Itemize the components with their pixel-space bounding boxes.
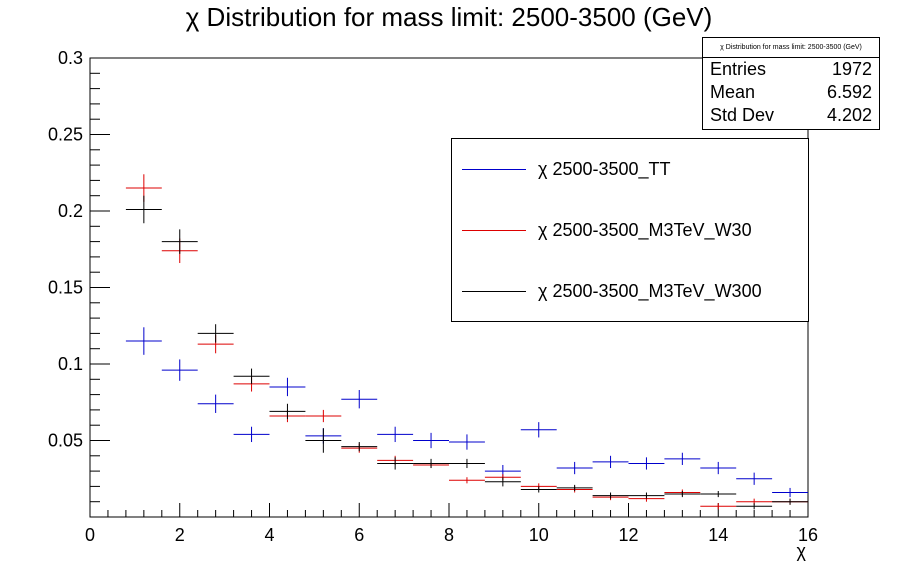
x-tick-label: 8 [444,525,454,545]
data-point [305,409,342,423]
data-point [592,455,629,469]
stats-row-stddev: Std Dev 4.202 [703,104,879,127]
x-tick-label: 4 [264,525,274,545]
legend: χ 2500-3500_TT χ 2500-3500_M3TeV_W30 χ 2… [451,138,809,322]
data-point [664,490,701,498]
data-marks [125,174,808,510]
data-point [197,394,234,413]
data-point [161,359,198,381]
data-point [305,428,342,453]
axes: 0 2 4 6 8 10 12 14 16 0.05 0.1 0.15 0.2 0.25 0.3 χ [48,48,818,561]
data-point [233,426,270,443]
series-2 [125,195,808,510]
data-point [233,368,270,384]
legend-label: χ 2500-3500_TT [538,158,671,179]
data-point [449,434,485,450]
series-0 [125,327,808,498]
x-tick-label: 6 [354,525,364,545]
data-point [772,487,808,498]
data-point [556,484,593,491]
y-tick-label: 0.3 [58,48,83,68]
stats-row-mean: Mean 6.592 [703,81,879,104]
data-point [161,229,198,254]
data-point [736,503,773,510]
y-tick-label: 0.05 [48,431,83,451]
data-point [413,458,449,469]
stats-label: Entries [710,59,767,79]
data-point [556,461,593,475]
x-tick-label: 12 [618,525,638,545]
legend-entry-w300: χ 2500-3500_M3TeV_W300 [462,276,762,306]
stats-row-entries: Entries 1972 [703,58,879,81]
stats-label: Mean [710,82,756,102]
data-point [449,458,485,469]
data-point [125,195,162,224]
legend-swatch [462,229,526,231]
legend-entry-w30: χ 2500-3500_M3TeV_W30 [462,215,752,245]
data-point [341,390,378,409]
data-point [628,492,665,499]
data-point [700,461,737,475]
data-point [449,477,485,484]
data-point [592,492,629,499]
data-point [377,457,414,470]
data-point [377,426,414,443]
x-tick-label: 16 [798,525,818,545]
data-point [772,498,808,505]
legend-entry-tt: χ 2500-3500_TT [462,154,671,184]
stats-value: 6.592 [826,82,872,102]
data-point [700,503,737,510]
data-point [269,403,306,420]
stats-value: 4.202 [826,105,872,125]
x-axis-label: χ [797,541,807,561]
data-point [413,432,449,449]
data-point [125,327,162,355]
legend-label: χ 2500-3500_M3TeV_W300 [538,280,762,301]
stats-label: Std Dev [710,105,775,125]
data-point [197,324,234,343]
stats-value: 1972 [831,59,872,79]
data-point [520,422,557,438]
data-point [736,472,773,485]
stats-box: χ Distribution for mass limit: 2500-3500… [702,37,880,130]
x-tick-label: 2 [175,525,185,545]
data-point [700,490,737,498]
legend-label: χ 2500-3500_M3TeV_W30 [538,219,752,240]
stats-title: χ Distribution for mass limit: 2500-3500… [703,38,879,58]
x-tick-label: 0 [85,525,95,545]
y-tick-label: 0.2 [58,201,83,221]
x-tick-label: 10 [529,525,549,545]
legend-swatch [462,168,526,170]
y-tick-label: 0.15 [48,278,83,298]
data-point [341,442,378,452]
data-point [484,477,521,487]
y-tick-label: 0.1 [58,354,83,374]
data-point [628,457,665,470]
data-point [664,452,701,465]
data-point [269,377,306,397]
x-tick-label: 14 [708,525,728,545]
legend-swatch [462,290,526,292]
y-tick-label: 0.25 [48,125,83,145]
chart-title: χ Distribution for mass limit: 2500-3500… [185,2,713,32]
data-point [520,486,557,493]
